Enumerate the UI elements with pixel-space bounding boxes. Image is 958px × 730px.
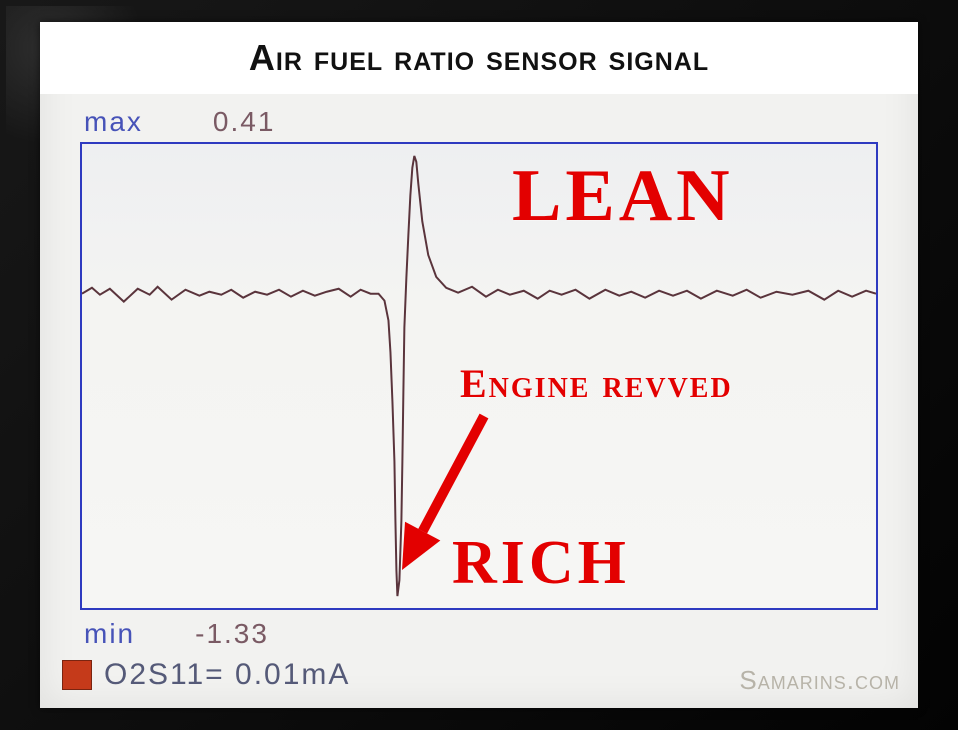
max-readout: max 0.41 (84, 106, 275, 138)
series-swatch (62, 660, 92, 690)
min-readout: min -1.33 (84, 618, 269, 650)
max-label: max (84, 106, 143, 138)
max-value: 0.41 (213, 106, 276, 138)
oscilloscope-plot: LEAN Engine revved RICH (80, 142, 878, 610)
device-bezel: Air fuel ratio sensor signal max 0.41 LE… (0, 0, 958, 730)
min-value: -1.33 (195, 618, 269, 650)
page-title: Air fuel ratio sensor signal (40, 22, 918, 94)
lcd-screen: Air fuel ratio sensor signal max 0.41 LE… (40, 22, 918, 708)
status-text: O2S11= 0.01mA (104, 658, 350, 692)
status-row: O2S11= 0.01mA (62, 658, 350, 692)
signal-waveform (82, 144, 876, 608)
watermark: Samarins.com (739, 665, 900, 696)
min-label: min (84, 618, 135, 650)
